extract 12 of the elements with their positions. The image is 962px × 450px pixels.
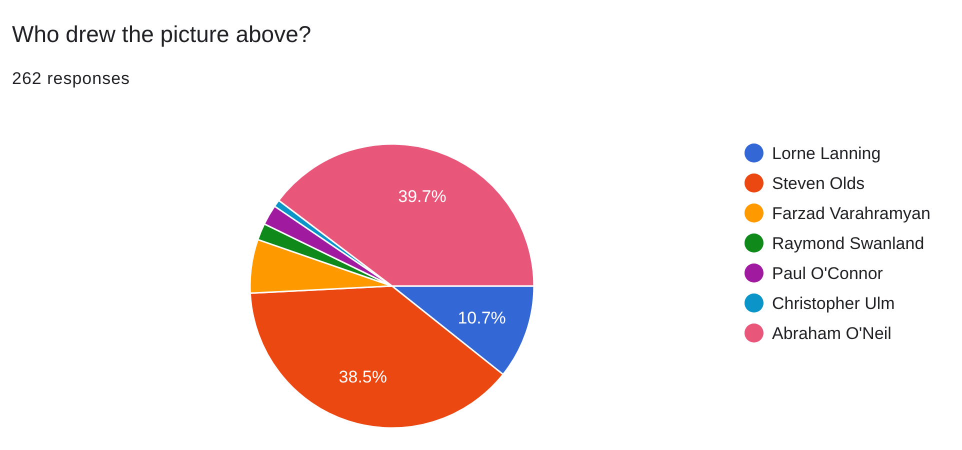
data-label: 38.5% (338, 368, 387, 387)
legend-label: Farzad Varahramyan (772, 204, 930, 223)
text: 262 responses (12, 69, 130, 88)
legend-label: Steven Olds (772, 174, 865, 193)
data-label: 10.7% (458, 308, 506, 328)
legend-label: Lorne Lanning (772, 144, 881, 163)
legend-label: Raymond Swanland (772, 234, 924, 253)
legend-label: Paul O'Connor (772, 264, 884, 283)
legend-label: Abraham O'Neil (772, 324, 892, 343)
chart-title: Who drew the picture above? (12, 21, 312, 47)
data-label: 39.7% (398, 186, 446, 206)
legend-label: Christopher Ulm (772, 294, 895, 313)
